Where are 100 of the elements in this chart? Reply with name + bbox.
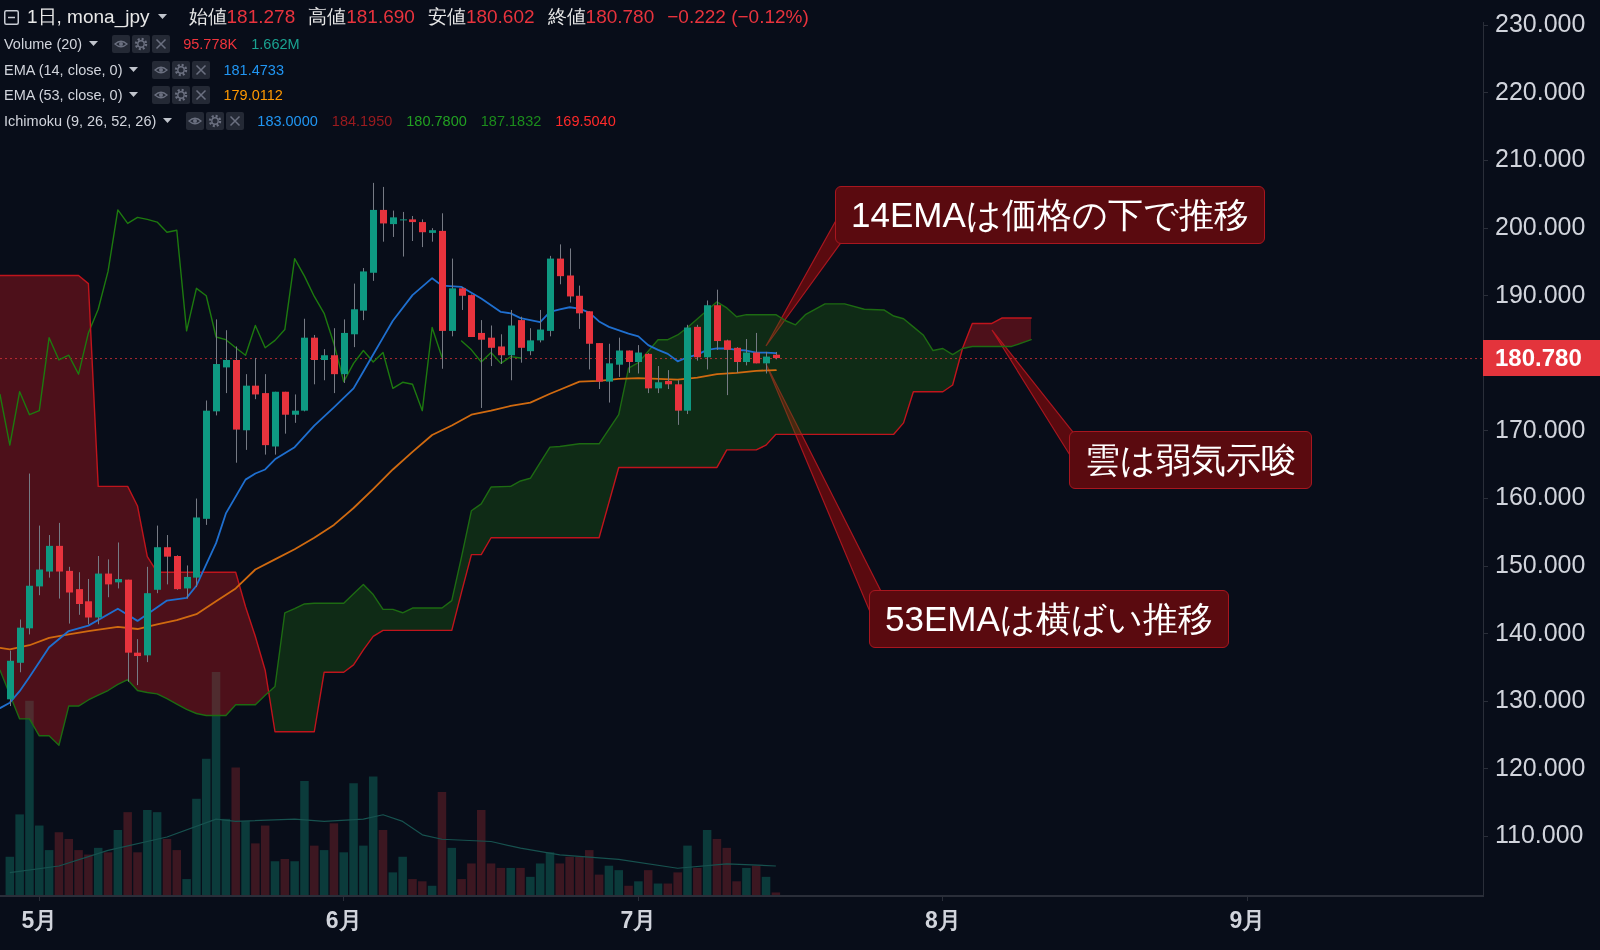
ref-line-label: 180.780 xyxy=(1495,343,1582,371)
bar xyxy=(280,858,290,895)
bar xyxy=(93,847,103,895)
candlestick xyxy=(105,558,112,598)
y-tick-label: 210.000 xyxy=(1495,144,1586,173)
annotation: EMA (14, close, 0) xyxy=(4,61,123,78)
bar xyxy=(427,885,437,895)
candlestick xyxy=(321,348,328,381)
candlestick xyxy=(459,286,466,311)
y-tick-label: 220.000 xyxy=(1495,76,1586,105)
bar xyxy=(653,883,663,895)
y-tick-label: 200.000 xyxy=(1495,212,1586,241)
chart-title: Volume (20) xyxy=(4,36,83,52)
x-tick-label: 6月 xyxy=(325,907,362,934)
annotation: 終値180.780 xyxy=(547,6,655,27)
y-tick-label: 150.000 xyxy=(1495,550,1586,579)
annotation: 179.0112 xyxy=(223,87,283,103)
bar xyxy=(162,838,172,895)
y-tick-label: 170.000 xyxy=(1495,414,1586,443)
candlestick xyxy=(537,309,544,343)
bar xyxy=(702,830,712,895)
bar xyxy=(310,845,319,895)
candlestick xyxy=(85,578,92,625)
candlestick xyxy=(282,391,289,435)
annotation: EMA (53, close, 0) xyxy=(4,87,123,103)
bar xyxy=(761,876,771,895)
y-tick-label: 130.000 xyxy=(1495,685,1586,714)
bar xyxy=(241,821,250,895)
annotation: 高値181.690 xyxy=(308,6,415,27)
candlestick xyxy=(655,365,662,394)
candlestick xyxy=(419,218,426,248)
candlestick xyxy=(36,525,43,596)
annotation: 95.778K xyxy=(183,36,238,52)
y-tick-label: 140.000 xyxy=(1495,617,1586,646)
candlestick xyxy=(557,243,564,285)
bar xyxy=(103,852,113,895)
bar xyxy=(506,867,515,895)
bar xyxy=(624,885,633,895)
candlestick xyxy=(164,534,171,585)
annotation: −0.222 (−0.12%) xyxy=(667,6,809,27)
bar xyxy=(231,767,240,895)
candlestick xyxy=(527,327,534,356)
y-tick-label: 110.000 xyxy=(1495,820,1584,849)
candlestick xyxy=(76,571,83,616)
annotation: 安値180.602 xyxy=(427,6,535,27)
bar xyxy=(742,867,751,895)
annotation: 184.1950 xyxy=(331,113,393,129)
x-tick-label: 7月 xyxy=(620,907,657,934)
bar xyxy=(643,870,653,895)
annotation: 180.7800 xyxy=(406,113,467,129)
bar xyxy=(172,850,182,895)
x-tick-label: 8月 xyxy=(924,907,961,934)
bar xyxy=(437,792,447,895)
candlestick xyxy=(616,337,623,378)
bar xyxy=(693,867,702,895)
candlestick xyxy=(635,344,642,374)
chart-title: 1日, mona_jpy xyxy=(27,5,150,30)
bar xyxy=(270,861,280,895)
bar xyxy=(683,845,692,895)
bar xyxy=(771,892,781,895)
bar xyxy=(221,818,231,895)
bar xyxy=(329,823,339,895)
bar xyxy=(486,863,496,895)
y-tick-label: 160.000 xyxy=(1495,482,1586,511)
bar xyxy=(751,865,761,895)
bar xyxy=(113,830,123,895)
bar xyxy=(319,850,329,895)
y-tick-label: 230.000 xyxy=(1495,9,1586,38)
annotation: 始値181.278 xyxy=(188,6,296,27)
x-tick-label: 9月 xyxy=(1229,907,1266,934)
candlestick xyxy=(409,215,416,242)
annotation: 183.0000 xyxy=(257,113,318,129)
bar xyxy=(634,881,643,895)
x-tick-label: 5月 xyxy=(21,907,58,934)
candlestick xyxy=(567,247,574,304)
annotation: 53EMAは横ばい推移 xyxy=(869,590,1229,648)
annotation: 1.662M xyxy=(251,36,300,52)
bar xyxy=(378,830,388,895)
bar xyxy=(712,838,722,895)
annotation: 187.1832 xyxy=(480,113,542,129)
candlestick xyxy=(400,211,407,258)
y-tick-label: 190.000 xyxy=(1495,279,1586,308)
candlestick xyxy=(184,564,191,600)
annotation: 14EMAは価格の下で推移 xyxy=(835,186,1265,244)
candlestick xyxy=(576,285,583,330)
bar xyxy=(447,847,457,895)
candlestick xyxy=(606,343,613,404)
candlestick xyxy=(743,338,750,366)
candlestick xyxy=(223,329,230,394)
bar xyxy=(545,852,555,895)
candlestick xyxy=(292,393,299,424)
bar xyxy=(496,867,506,895)
candlestick xyxy=(390,210,397,238)
annotation: 181.4733 xyxy=(223,61,284,78)
candlestick xyxy=(66,566,73,625)
annotation: Ichimoku (9, 26, 52, 26) xyxy=(4,113,157,129)
bar xyxy=(516,867,525,895)
y-tick-label: 120.000 xyxy=(1495,752,1586,781)
annotation: 169.5040 xyxy=(555,113,616,129)
annotation: 雲は弱気示唆 xyxy=(1069,431,1312,489)
